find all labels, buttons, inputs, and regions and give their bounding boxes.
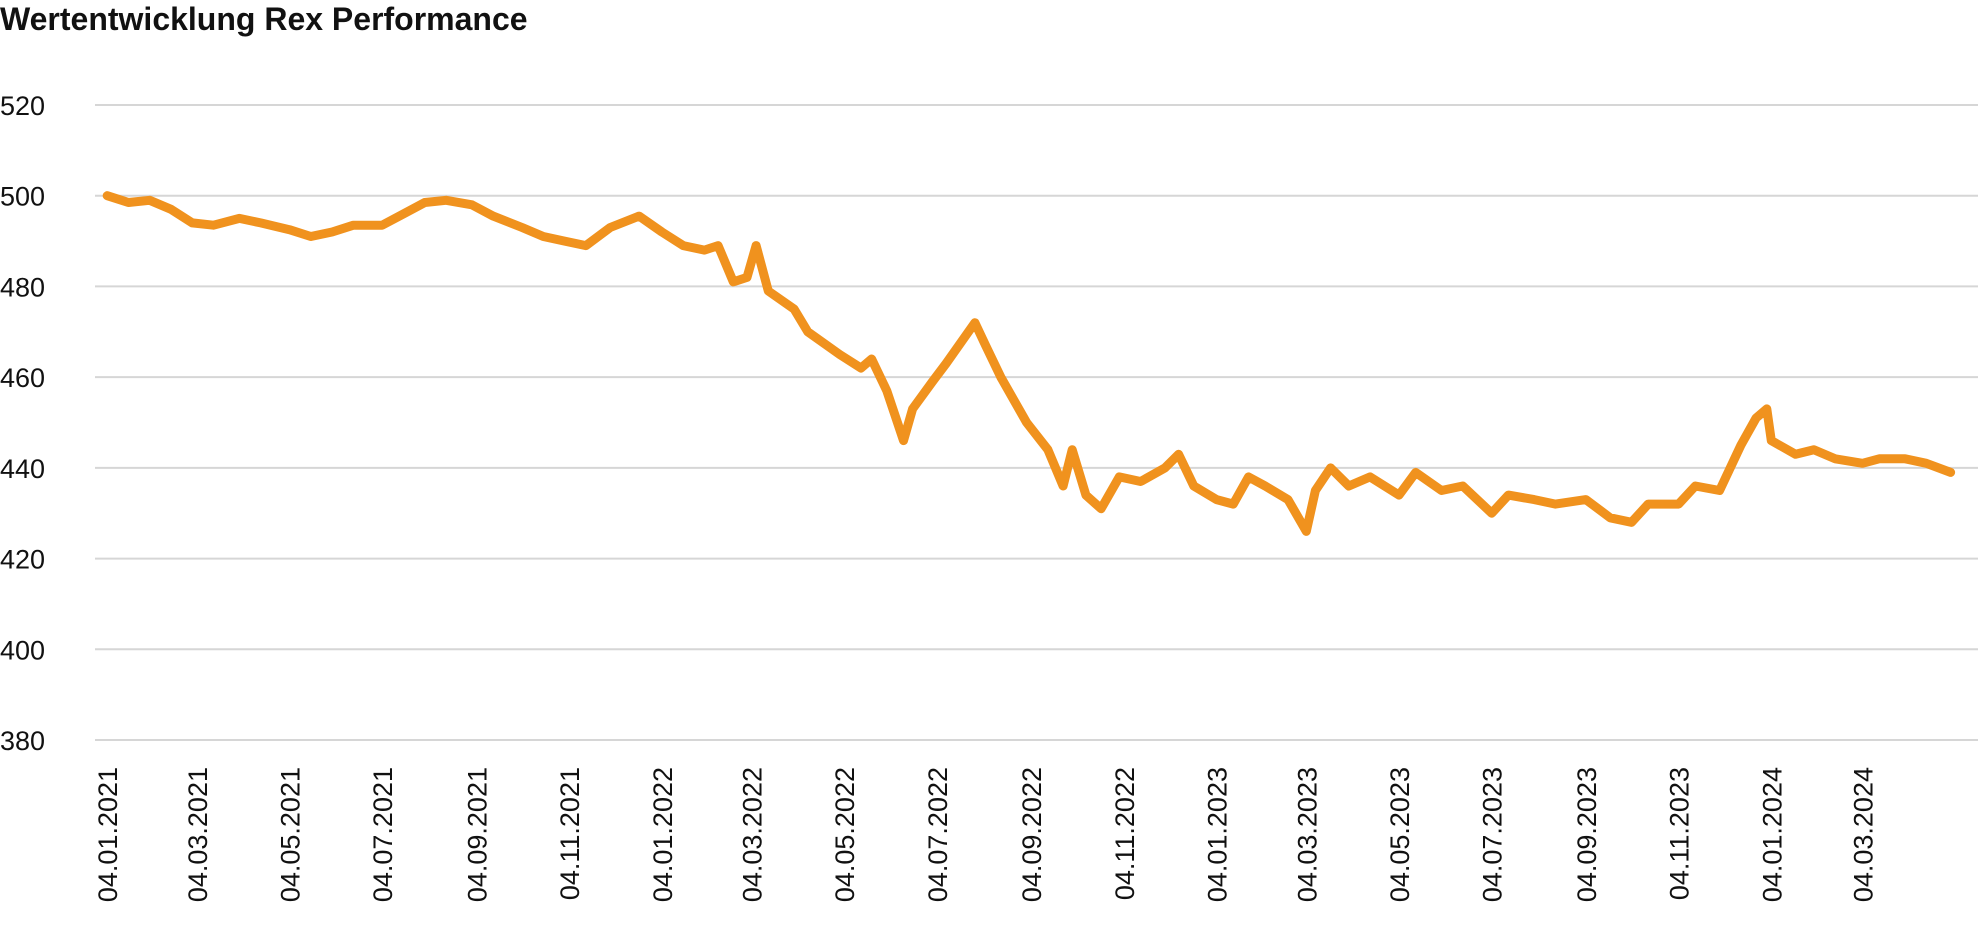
x-tick-label: 04.05.2021 bbox=[276, 767, 306, 902]
x-tick-label: 04.01.2023 bbox=[1203, 767, 1233, 902]
y-tick-label: 500 bbox=[0, 182, 45, 212]
x-tick-label: 04.07.2023 bbox=[1478, 767, 1508, 902]
chart-title: Wertentwicklung Rex Performance bbox=[0, 1, 528, 37]
x-tick-label: 04.09.2023 bbox=[1572, 767, 1602, 902]
x-tick-label: 04.03.2023 bbox=[1292, 767, 1322, 902]
x-tick-label: 04.11.2022 bbox=[1110, 767, 1140, 900]
x-tick-label: 04.03.2024 bbox=[1848, 767, 1878, 902]
y-tick-label: 420 bbox=[0, 545, 45, 575]
x-tick-label: 04.11.2023 bbox=[1665, 767, 1695, 900]
x-tick-label: 04.09.2022 bbox=[1017, 767, 1047, 902]
y-tick-label: 480 bbox=[0, 272, 45, 302]
x-tick-label: 04.03.2022 bbox=[738, 767, 768, 902]
x-tick-label: 04.01.2024 bbox=[1757, 767, 1787, 902]
x-tick-label: 04.01.2021 bbox=[93, 767, 123, 902]
x-tick-label: 04.05.2023 bbox=[1385, 767, 1415, 902]
x-tick-label: 04.09.2021 bbox=[462, 767, 492, 902]
y-tick-label: 520 bbox=[0, 91, 45, 121]
x-tick-label: 04.01.2022 bbox=[648, 767, 678, 902]
x-tick-label: 04.05.2022 bbox=[830, 767, 860, 902]
x-tick-label: 04.07.2021 bbox=[368, 767, 398, 902]
y-tick-label: 400 bbox=[0, 635, 45, 665]
line bbox=[102, 191, 1956, 536]
x-tick-label: 04.11.2021 bbox=[555, 767, 585, 900]
y-tick-label: 380 bbox=[0, 726, 45, 756]
x-tick-label: 04.07.2022 bbox=[923, 767, 953, 902]
x-tick-label: 04.03.2021 bbox=[183, 767, 213, 902]
y-tick-label: 440 bbox=[0, 454, 45, 484]
y-tick-label: 460 bbox=[0, 363, 45, 393]
